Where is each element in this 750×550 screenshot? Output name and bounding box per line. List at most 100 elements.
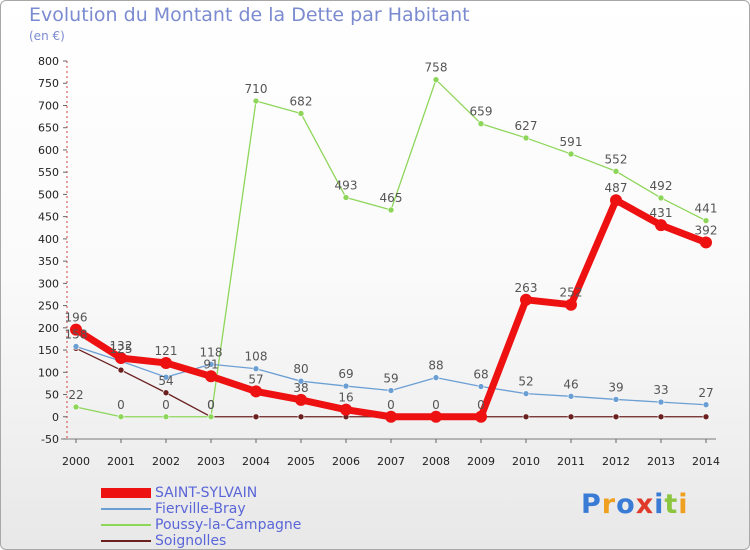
data-point bbox=[477, 383, 485, 390]
data-point bbox=[430, 410, 442, 423]
data-point bbox=[205, 370, 217, 383]
data-point bbox=[340, 403, 352, 416]
data-point bbox=[522, 134, 530, 142]
data-point bbox=[475, 410, 487, 423]
data-label: 0 bbox=[207, 398, 215, 412]
legend-swatch bbox=[101, 508, 151, 510]
data-label: 27 bbox=[698, 386, 713, 400]
data-point bbox=[207, 360, 215, 368]
data-label: 57 bbox=[248, 372, 263, 386]
legend-label: Poussy-la-Campagne bbox=[155, 517, 302, 533]
x-tick-label: 2006 bbox=[332, 455, 360, 468]
data-point bbox=[72, 343, 80, 350]
data-point bbox=[522, 390, 530, 397]
x-tick-label: 2011 bbox=[557, 455, 585, 468]
x-tick-label: 2002 bbox=[152, 455, 180, 468]
x-tick-label: 2012 bbox=[602, 455, 630, 468]
data-point bbox=[612, 167, 620, 175]
x-tick-label: 2001 bbox=[107, 455, 135, 468]
legend-label: Soignolles bbox=[155, 533, 227, 549]
data-point bbox=[207, 413, 215, 421]
data-label: 125 bbox=[110, 342, 133, 356]
data-point bbox=[297, 413, 305, 421]
data-point bbox=[700, 236, 712, 249]
x-tick-label: 2013 bbox=[647, 455, 675, 468]
logo-letter: i bbox=[654, 489, 665, 520]
x-tick-label: 2014 bbox=[692, 455, 720, 468]
data-label: 627 bbox=[515, 119, 538, 133]
data-point bbox=[567, 393, 575, 400]
data-label: 0 bbox=[432, 398, 440, 412]
data-point bbox=[250, 385, 262, 398]
data-label: 196 bbox=[65, 311, 88, 325]
x-tick-label: 2003 bbox=[197, 455, 225, 468]
data-label: 263 bbox=[515, 281, 538, 295]
data-label: 591 bbox=[560, 135, 583, 149]
proxiti-logo: Proxiti bbox=[581, 489, 689, 520]
data-point bbox=[432, 76, 440, 83]
data-point bbox=[295, 393, 307, 406]
data-label: 493 bbox=[335, 179, 358, 193]
data-label: 108 bbox=[245, 350, 268, 364]
data-label: 46 bbox=[563, 377, 578, 391]
data-label: 659 bbox=[470, 105, 493, 119]
y-tick-label: 50 bbox=[45, 389, 59, 402]
y-tick-label: 750 bbox=[38, 77, 59, 90]
data-label: 52 bbox=[518, 375, 533, 389]
y-tick-label: 550 bbox=[38, 166, 59, 179]
data-label: 39 bbox=[608, 380, 623, 394]
data-label: 392 bbox=[695, 223, 718, 237]
logo-letter: o bbox=[616, 489, 636, 520]
y-tick-label: 450 bbox=[38, 211, 59, 224]
data-point bbox=[160, 356, 172, 369]
y-tick-label: -50 bbox=[41, 433, 59, 446]
data-point bbox=[520, 293, 532, 306]
logo-letter: t bbox=[664, 489, 679, 520]
data-label: 91 bbox=[203, 357, 218, 371]
line-chart: -50 0 50 100 150 200 250 300 350 400 450 500 550 600 6… bbox=[38, 55, 720, 468]
data-label: 492 bbox=[650, 179, 673, 193]
data-point bbox=[117, 413, 125, 421]
data-point bbox=[387, 206, 395, 214]
data-point bbox=[252, 413, 260, 421]
data-point bbox=[432, 374, 440, 381]
data-label: 441 bbox=[695, 202, 718, 216]
data-point bbox=[702, 401, 710, 409]
y-tick-label: 200 bbox=[38, 322, 59, 335]
chart-axes: -50 0 50 100 150 200 250 300 350 400 450 500 550 600 6… bbox=[38, 55, 720, 468]
y-tick-label: 700 bbox=[38, 99, 59, 112]
legend-swatch bbox=[101, 524, 151, 526]
data-label: 758 bbox=[425, 61, 448, 75]
data-label: 68 bbox=[473, 368, 488, 382]
x-tick-label: 2007 bbox=[377, 455, 405, 468]
data-point bbox=[477, 120, 485, 128]
data-point bbox=[162, 389, 170, 397]
x-tick-label: 2000 bbox=[62, 455, 90, 468]
y-tick-label: 150 bbox=[38, 344, 59, 357]
data-label: 0 bbox=[477, 398, 485, 412]
legend-swatch bbox=[101, 540, 151, 542]
x-tick-label: 2005 bbox=[287, 455, 315, 468]
y-tick-label: 100 bbox=[38, 366, 59, 379]
data-label: 88 bbox=[428, 359, 443, 373]
logo-letter: r bbox=[601, 489, 617, 520]
data-point bbox=[162, 413, 170, 421]
data-label: 0 bbox=[387, 398, 395, 412]
data-point bbox=[297, 110, 305, 117]
y-tick-label: 600 bbox=[38, 144, 59, 157]
data-label: 132 bbox=[110, 339, 133, 353]
data-label: 80 bbox=[293, 362, 308, 376]
data-point bbox=[702, 217, 710, 224]
data-point bbox=[567, 150, 575, 158]
data-point bbox=[522, 413, 530, 421]
data-point bbox=[657, 413, 665, 421]
legend-label: Fierville-Bray bbox=[155, 501, 246, 517]
data-point bbox=[612, 413, 620, 421]
data-point bbox=[655, 219, 667, 232]
x-tick-label: 2008 bbox=[422, 455, 450, 468]
data-label: 465 bbox=[380, 191, 403, 205]
data-label: 158 bbox=[65, 328, 88, 342]
data-point bbox=[72, 403, 80, 411]
data-point bbox=[70, 323, 82, 336]
data-label: 252 bbox=[560, 286, 583, 300]
